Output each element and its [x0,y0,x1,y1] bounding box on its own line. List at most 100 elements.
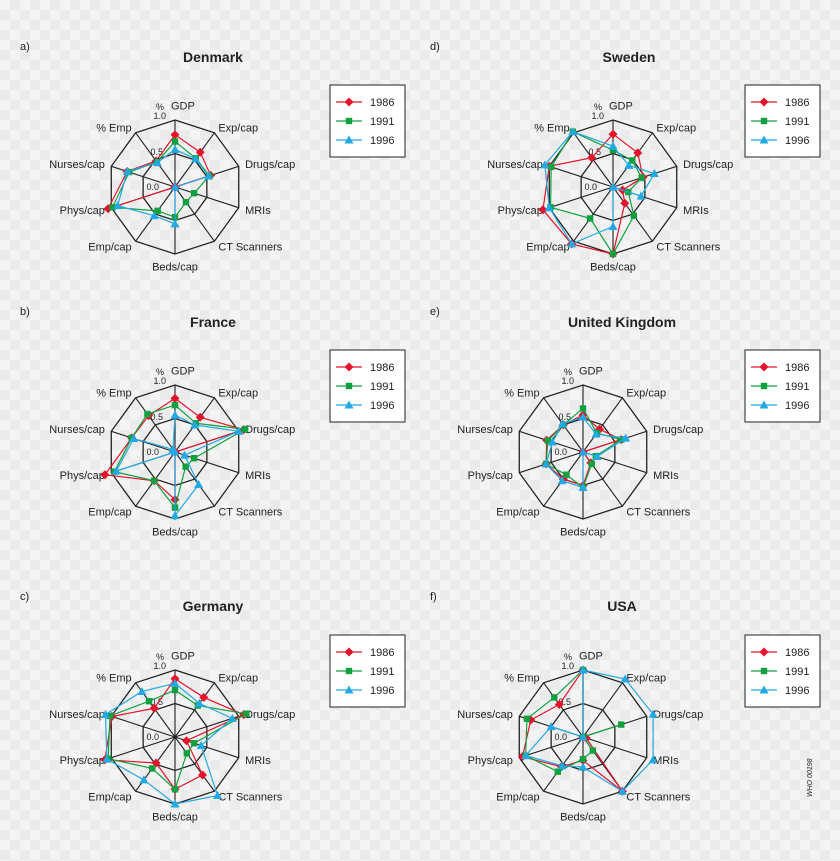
axis-spoke [582,736,647,759]
marker-square [630,212,638,219]
marker-triangle [190,420,200,429]
legend-label: 1986 [785,97,809,109]
panel-label: c) [20,591,29,603]
marker-triangle [568,127,578,136]
marker-triangle [608,141,618,150]
marker-square [154,207,161,215]
tick-unit: % [156,652,164,662]
legend-label: 1991 [370,381,394,393]
tick-label: 0.0 [554,732,567,742]
axis-spoke [111,736,176,759]
tick-label: 0.0 [584,182,597,192]
series-line [106,133,212,210]
axis-label: CT Scanners [626,792,690,804]
axis-label: MRIs [653,470,679,482]
marker-triangle [541,459,551,468]
axis-label: Nurses/cap [49,424,105,436]
marker-triangle [578,447,588,456]
marker-diamond [170,130,180,140]
axis-label: Nurses/cap [49,159,105,171]
series-1991 [111,401,249,511]
legend-label: 1986 [785,362,809,374]
tick-label: 0.0 [146,182,159,192]
marker-diamond [633,148,643,158]
axis-label: MRIs [245,470,271,482]
marker-triangle [194,698,204,707]
chart-title: France [190,314,236,330]
radar-chart-france: b) France GDP Exp/cap Drugs/cap MRIs CT Scanne… [20,306,406,539]
legend-label: 1991 [785,381,809,393]
marker-square [144,410,151,418]
axis-label: Drugs/cap [683,159,733,171]
legend-label: 1991 [370,116,394,128]
marker-square [589,747,597,754]
marker-square [171,138,179,145]
marker-triangle [578,665,588,674]
axis-spoke [174,186,239,209]
series-1996 [521,665,658,795]
marker-triangle [567,239,577,248]
tick-unit: % [564,652,572,662]
axis-label: Drugs/cap [245,424,295,436]
marker-diamond [181,736,191,746]
marker-triangle [213,791,223,800]
marker-triangle [102,754,112,763]
axis-label: % Emp [504,387,539,399]
axis-label: GDP [171,650,195,662]
legend-label: 1986 [785,647,809,659]
tick-unit: % [594,102,602,112]
marker-triangle [759,135,769,144]
marker-triangle [557,476,567,485]
marker-triangle [149,211,159,220]
chart-title: USA [607,598,637,614]
marker-square [243,710,250,718]
axis-label: CT Scanners [218,507,282,519]
axis-label: Emp/cap [496,792,539,804]
marker-triangle [344,685,354,694]
legend: 1986 1991 1996 [329,84,406,158]
axis-label: Exp/cap [218,672,258,684]
series-1996 [541,412,631,492]
axis-label: Drugs/cap [245,709,295,721]
marker-triangle [578,762,588,771]
marker-diamond [195,147,205,157]
marker-triangle [170,678,180,687]
marker-triangle [649,169,659,178]
marker-square [618,436,625,443]
tick-label: 0.5 [150,697,163,707]
marker-triangle [578,483,588,492]
legend-label: 1991 [785,666,809,678]
legend-label: 1991 [370,666,394,678]
marker-diamond [344,362,354,372]
marker-triangle [113,201,123,210]
axis-spoke [174,451,215,507]
marker-triangle [636,191,646,200]
marker-diamond [587,153,597,163]
marker-diamond [195,412,205,422]
legend-label: 1986 [370,362,394,374]
axis-label: CT Scanners [218,792,282,804]
axis-spoke [582,397,623,453]
axis-spoke [174,715,239,738]
axis-label: Emp/cap [88,507,131,519]
marker-diamond [759,647,769,657]
axis-label: GDP [579,650,603,662]
axis-label: Emp/cap [88,792,131,804]
marker-triangle [547,437,557,446]
marker-triangle [759,685,769,694]
tick-label: 1.0 [153,376,166,386]
radar-chart-sweden: d) Sweden GDP Exp/cap Drugs/cap MRIs CT Scanne… [430,41,821,274]
marker-square [563,471,570,478]
marker-diamond [170,674,180,684]
marker-triangle [540,160,550,169]
marker-triangle [608,182,618,191]
series-1996 [540,127,659,248]
panel-label: b) [20,306,30,318]
marker-diamond [198,770,208,780]
axis-label: Nurses/cap [457,709,513,721]
marker-square [171,686,179,694]
axis-label: Emp/cap [496,507,539,519]
marker-square [618,721,625,728]
marker-square [609,250,617,258]
axis-label: MRIs [245,205,271,217]
